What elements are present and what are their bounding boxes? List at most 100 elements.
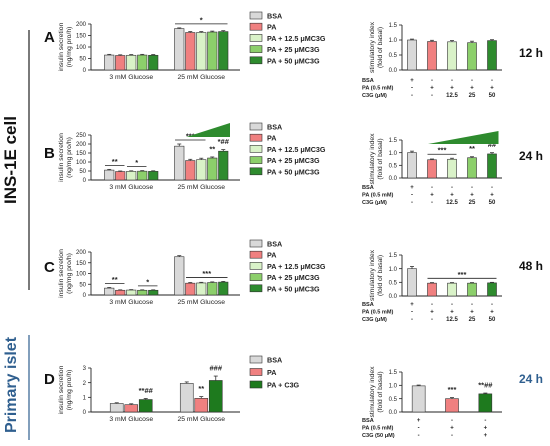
panel-c-index-bars: *** <box>407 266 497 297</box>
panel-c-index-table-cell: + <box>430 310 434 316</box>
panel-b-secretion-bar <box>196 159 207 181</box>
panel-b-index-bar <box>467 157 477 179</box>
panel-a-index-ylabel: (fold of basal) <box>377 27 384 68</box>
panel-c-secretion-legend-swatch <box>249 273 263 281</box>
panel-c-index-ytick-label: 1.5 <box>389 253 398 259</box>
panel-a-index-table-cell: - <box>411 93 413 99</box>
panel-b-secretion-bars: 3 mM Glucose 25 mM Glucose** *******## <box>104 123 231 191</box>
panel-a-secretion-xtick-label: 3 mM Glucose <box>109 74 153 81</box>
panel-a-secretion-bar <box>126 54 137 71</box>
panel-b-index-table-cell: + <box>410 185 414 191</box>
panel-b-index-bar <box>447 158 457 179</box>
panel-b-secretion-ytick-label: 250 <box>76 133 87 139</box>
panel-a-secretion-bar <box>174 28 185 71</box>
panel-a-secretion-ytick-label: 100 <box>76 45 87 51</box>
panel-d-index-ytick-label: 1.0 <box>389 384 398 390</box>
panel-d-secretion-xtick-label: 3 mM Glucose <box>109 416 153 423</box>
panel-c-secretion-legend-swatch <box>249 284 263 293</box>
panel-b-index-axes: 0.0 0.5 1.0 1.5 stimulatory index (fold of ba… <box>369 133 502 185</box>
panel-c-index-condition-table: BSA + - - - -PA (0.5 mM) - + + + +C3G (μM) - -12.5 25… <box>362 302 496 323</box>
panel-b-index-table-row-label: PA (0.5 mM) <box>362 193 394 199</box>
panel-b-index-table-cell: - <box>491 185 493 191</box>
panel-c-index-table-cell: + <box>450 310 454 316</box>
panel-b-secretion-sig-label: ** <box>112 157 118 166</box>
panel-d-secretion-bar <box>179 383 194 413</box>
panel-d-index-table-cell: - <box>451 418 453 424</box>
panel-b-secretion-ytick-label: 150 <box>76 151 87 157</box>
panel-a-secretion-legend: BSA PA PA + 12.5 μMC3G PA + 25 μMC3G PA + 50… <box>249 12 326 65</box>
panel-d-secretion-bar <box>124 404 139 413</box>
panel-b-secretion-dose-wedge <box>186 123 231 137</box>
panel-a-secretion-ytick-label: 200 <box>76 22 87 28</box>
panel-a-secretion-ylabel: insulin secretion <box>58 22 65 71</box>
panel-b-index-table-cell: 25 <box>469 200 476 206</box>
panel-a-index-table-cell: 25 <box>469 93 476 99</box>
panel-a-index-ytick-label: 1.5 <box>389 23 398 29</box>
panel-letter-d: D <box>44 371 55 388</box>
panel-d-index-ytick-label: 0.0 <box>389 410 398 416</box>
panel-c-secretion-sig-label: * <box>146 277 149 286</box>
panel-a-secretion-legend-swatch <box>249 56 263 65</box>
panel-b-secretion-bar <box>115 171 126 181</box>
panel-b-secretion-ylabel: (ng/mg pro/h) <box>66 137 73 178</box>
panel-c-secretion-bar <box>137 289 148 296</box>
side-label-ins1e: INS-1E cell <box>1 116 20 204</box>
panel-a-index-table-row-label: C3G (μM) <box>362 93 387 99</box>
panel-b-secretion-bar <box>148 171 159 181</box>
panel-b-index-sig-label: ## <box>488 140 497 149</box>
panel-d-index-ytick-label: 0.5 <box>389 397 398 403</box>
panel-b-index-table-cell: + <box>450 193 454 199</box>
panel-d-secretion-ylabel: insulin secretion <box>58 365 65 414</box>
panel-a-index-time-label: 12 h <box>519 46 543 60</box>
panel-c-index-ytick-label: 0.0 <box>389 294 398 300</box>
panel-d-index-ytick-label: 1.5 <box>389 370 398 376</box>
panel-c-index-table-cell: 12.5 <box>446 317 458 323</box>
panel-a-secretion-ytick-label: 50 <box>79 57 86 63</box>
panel-b-index-table-row-label: C3G (μM) <box>362 200 387 206</box>
panel-a-index-table-cell: + <box>430 86 434 92</box>
panel-c-secretion-bar <box>115 289 126 296</box>
panel-c-index-bar <box>407 268 417 297</box>
panel-a-index-bar <box>407 39 417 71</box>
panel-c-index-table-cell: - <box>411 310 413 316</box>
panel-c-index-table-cell: - <box>431 302 433 308</box>
panel-a-index-table-row-label: PA (0.5 mM) <box>362 86 394 92</box>
panel-b-secretion-legend-label: PA <box>267 134 276 143</box>
panel-b-secretion-bar <box>137 170 148 181</box>
panel-b-secretion-legend-label: PA + 50 μMC3G <box>267 167 320 176</box>
panel-b-secretion-sig-label: ** <box>209 144 215 153</box>
panel-a-secretion-ytick-label: 0 <box>83 68 87 74</box>
panel-c-secretion-ytick-label: 150 <box>76 261 87 267</box>
panel-b-secretion-legend-swatch <box>249 156 263 164</box>
panel-d-secretion-legend-label: BSA <box>267 356 282 365</box>
panel-b-secretion-sig-label: * <box>135 158 138 167</box>
panel-b-secretion-ytick-label: 0 <box>83 178 87 184</box>
panel-d-index-table-cell: + <box>484 426 488 432</box>
panel-d-secretion-xtick-label: 25 mM Glucose <box>177 416 225 423</box>
panel-d-index-sig-label: **## <box>478 381 493 390</box>
panel-letter-b: B <box>44 145 55 162</box>
panel-c-secretion-ytick-label: 200 <box>76 250 87 256</box>
panel-c-secretion-bar <box>126 289 137 296</box>
panel-a-index-table-cell: + <box>490 86 494 92</box>
panel-a-index-table-cell: - <box>431 78 433 84</box>
panel-b-secretion-legend-swatch <box>249 133 263 142</box>
panel-d-index-time-label: 24 h <box>519 372 543 386</box>
panel-c-index-table-cell: - <box>471 302 473 308</box>
panel-c-secretion-legend-swatch <box>249 262 263 270</box>
panel-c-secretion-ytick-label: 50 <box>79 282 86 288</box>
panel-a-index-bar <box>427 41 437 71</box>
panel-b-secretion-legend-swatch <box>249 122 263 131</box>
panel-c-secretion-bar <box>148 289 159 296</box>
panel-d-index-sig-label: *** <box>448 385 457 394</box>
panel-b-index-table-row-label: BSA <box>362 185 374 191</box>
panel-b-index-ytick-label: 1.5 <box>389 138 398 144</box>
panel-a-index-table-cell: 12.5 <box>446 93 458 99</box>
panel-d-index-table-row-label: C3G (50 μM) <box>362 433 395 439</box>
panel-d-secretion-legend-label: PA + C3G <box>267 381 300 390</box>
panel-a-secretion-bar <box>137 54 148 71</box>
panel-b-secretion-legend-label: BSA <box>267 123 282 132</box>
panel-c-index-table-row-label: BSA <box>362 302 374 308</box>
panel-d-secretion-sig-label: ### <box>210 364 223 373</box>
panel-b-index-time-label: 24 h <box>519 149 543 163</box>
